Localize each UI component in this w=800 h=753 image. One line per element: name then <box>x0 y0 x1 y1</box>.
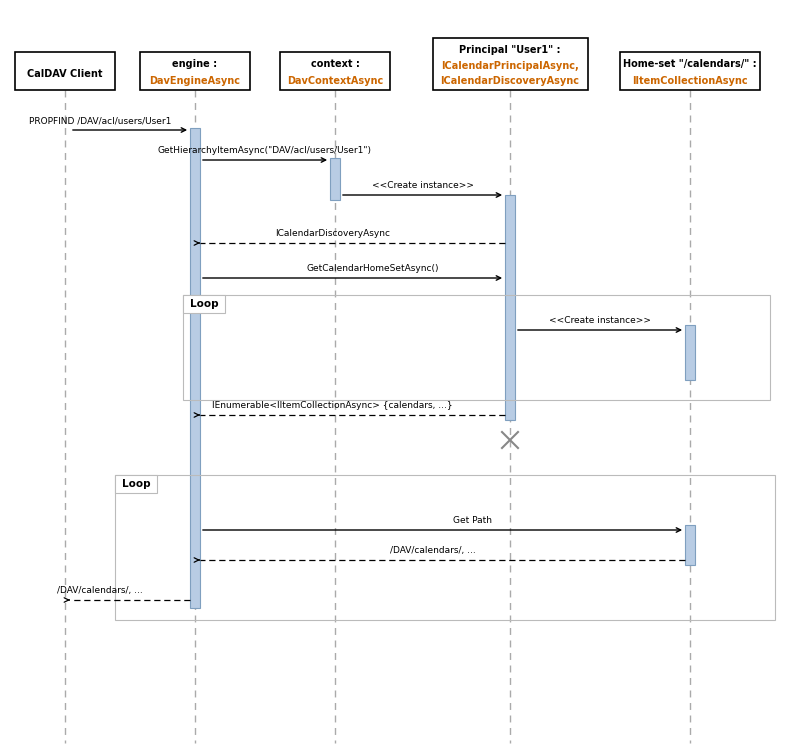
Text: /DAV/calendars/, ...: /DAV/calendars/, ... <box>390 546 475 555</box>
Bar <box>685 525 695 565</box>
Text: ICalendarDiscoveryAsync: ICalendarDiscoveryAsync <box>275 229 390 238</box>
Text: GetHierarchyItemAsync("DAV/acl/users/User1"): GetHierarchyItemAsync("DAV/acl/users/Use… <box>158 146 372 155</box>
Text: ICalendarPrincipalAsync,: ICalendarPrincipalAsync, <box>441 60 579 71</box>
Bar <box>115 475 157 493</box>
Bar <box>183 295 225 313</box>
Text: ICalendarDiscoveryAsync: ICalendarDiscoveryAsync <box>441 76 579 87</box>
Bar <box>15 52 115 90</box>
Bar <box>280 52 390 90</box>
Text: engine :: engine : <box>173 59 218 69</box>
Text: Home-set "/calendars/" :: Home-set "/calendars/" : <box>623 59 757 69</box>
Text: PROPFIND /DAV/acl/users/User1: PROPFIND /DAV/acl/users/User1 <box>29 116 171 125</box>
Bar <box>330 158 340 200</box>
Text: IEnumerable<IItemCollectionAsync> {calendars, ...}: IEnumerable<IItemCollectionAsync> {calen… <box>212 401 453 410</box>
Bar <box>620 52 760 90</box>
Bar <box>140 52 250 90</box>
Bar <box>183 295 770 400</box>
Text: context :: context : <box>310 59 359 69</box>
Text: GetCalendarHomeSetAsync(): GetCalendarHomeSetAsync() <box>306 264 438 273</box>
Text: Loop: Loop <box>190 299 218 309</box>
Text: <<Create instance>>: <<Create instance>> <box>371 181 474 190</box>
Bar <box>685 325 695 380</box>
Text: DavEngineAsync: DavEngineAsync <box>150 76 241 86</box>
Text: DavContextAsync: DavContextAsync <box>287 76 383 86</box>
Text: /DAV/calendars/, ...: /DAV/calendars/, ... <box>57 586 143 595</box>
Text: CalDAV Client: CalDAV Client <box>27 69 102 79</box>
Text: Loop: Loop <box>122 479 150 489</box>
Text: Get Path: Get Path <box>453 516 492 525</box>
Bar <box>433 38 587 90</box>
Text: <<Create instance>>: <<Create instance>> <box>549 316 651 325</box>
Text: Principal "User1" :: Principal "User1" : <box>459 45 561 55</box>
Bar <box>505 195 515 420</box>
Bar <box>190 128 200 608</box>
Text: IItemCollectionAsync: IItemCollectionAsync <box>632 76 748 86</box>
Bar <box>115 475 775 620</box>
